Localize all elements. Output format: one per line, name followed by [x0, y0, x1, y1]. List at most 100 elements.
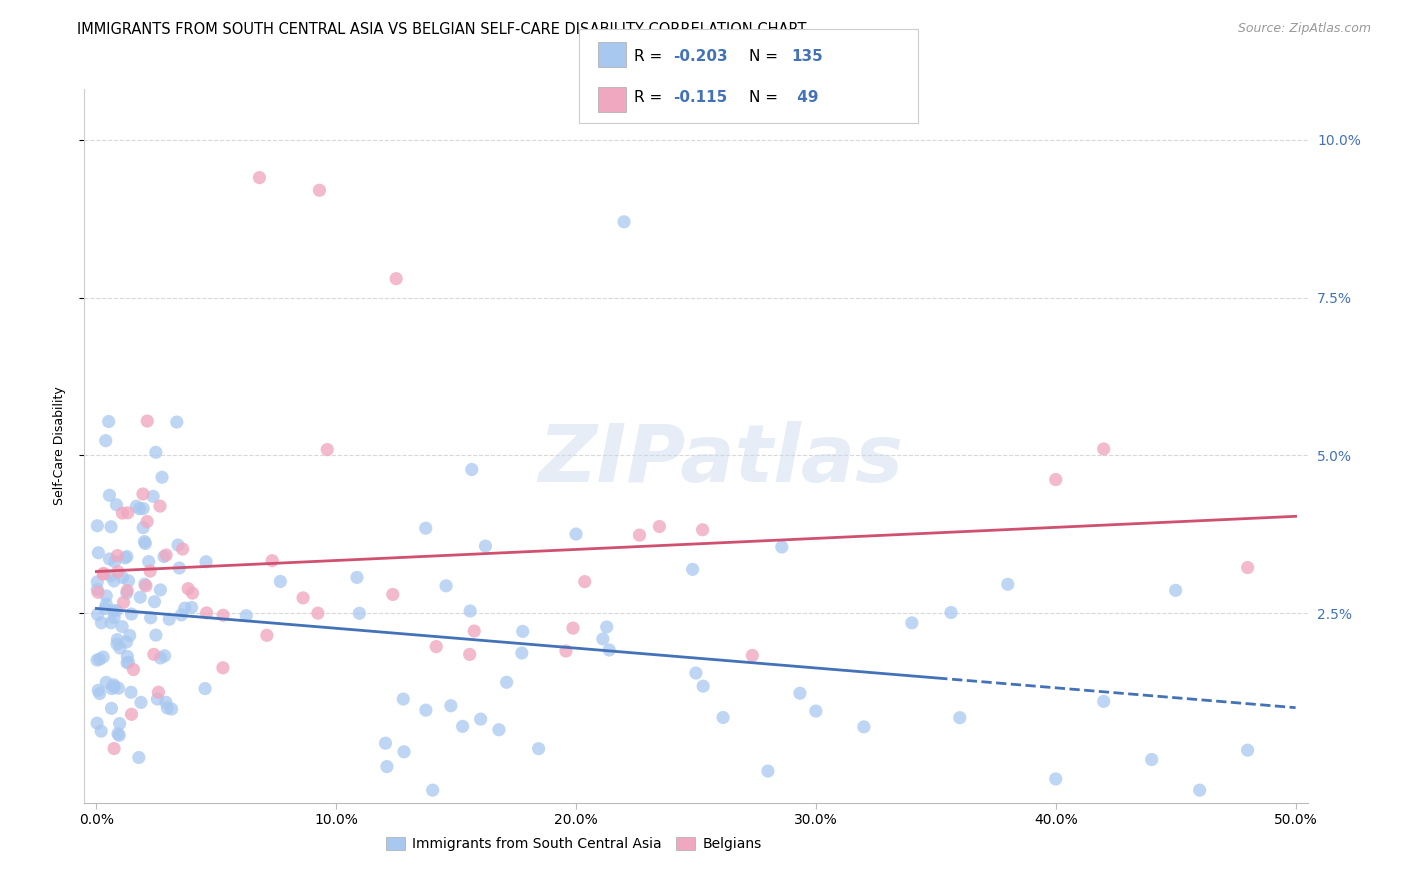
Point [98, 488, 121, 502]
Point [132, 520, 155, 534]
Point [120, 685, 142, 699]
Point [166, 415, 188, 429]
Point [105, 498, 128, 512]
Point [415, 703, 437, 717]
Point [470, 712, 492, 726]
Point [91, 650, 114, 665]
Point [458, 648, 481, 662]
Point [94, 434, 117, 448]
Point [1045, 473, 1067, 487]
Point [422, 783, 444, 797]
Point [105, 604, 128, 618]
Point [103, 680, 125, 694]
Point [90, 724, 112, 739]
Point [114, 550, 136, 565]
Point [385, 271, 408, 285]
Point [105, 632, 128, 647]
Point [115, 583, 138, 598]
Point [565, 527, 588, 541]
Point [212, 608, 235, 623]
Point [628, 528, 651, 542]
Point [375, 759, 398, 773]
Point [111, 506, 134, 520]
Point [117, 506, 139, 520]
Point [292, 591, 315, 605]
Point [93, 566, 115, 581]
Point [104, 555, 127, 569]
Point [86, 607, 108, 622]
Point [103, 678, 125, 692]
Point [574, 574, 596, 589]
Point [117, 649, 139, 664]
Point [149, 499, 172, 513]
Point [939, 606, 962, 620]
Point [598, 643, 620, 657]
Point [89, 687, 111, 701]
Point [392, 692, 415, 706]
Point [115, 635, 138, 649]
Point [307, 606, 329, 620]
Point [1236, 560, 1258, 574]
Point [108, 728, 131, 742]
Point [115, 656, 138, 670]
Point [134, 577, 156, 591]
Point [613, 215, 636, 229]
Point [125, 500, 148, 514]
Point [692, 679, 714, 693]
Point [132, 501, 155, 516]
Point [592, 632, 614, 646]
Point [89, 652, 111, 666]
Point [381, 587, 404, 601]
Point [415, 521, 437, 535]
Point [181, 586, 204, 600]
Point [149, 582, 172, 597]
Point [852, 720, 875, 734]
Point [1236, 743, 1258, 757]
Point [105, 549, 128, 563]
Point [194, 681, 217, 696]
Point [96, 597, 118, 611]
Point [121, 707, 143, 722]
Text: 135: 135 [792, 49, 824, 63]
Point [96, 675, 118, 690]
Point [112, 595, 135, 609]
Point [169, 561, 191, 575]
Point [103, 610, 125, 624]
Point [128, 501, 150, 516]
Point [756, 764, 779, 778]
Point [425, 640, 447, 654]
Point [105, 637, 128, 651]
Point [160, 702, 183, 716]
Point [128, 750, 150, 764]
Point [212, 661, 235, 675]
Point [117, 574, 139, 588]
Point [262, 554, 284, 568]
Point [145, 628, 167, 642]
Text: IMMIGRANTS FROM SOUTH CENTRAL ASIA VS BELGIAN SELF-CARE DISABILITY CORRELATION C: IMMIGRANTS FROM SOUTH CENTRAL ASIA VS BE… [77, 22, 807, 37]
Point [495, 675, 517, 690]
Point [139, 611, 162, 625]
Point [173, 601, 195, 615]
Point [789, 686, 811, 700]
Point [177, 582, 200, 596]
Point [111, 570, 134, 584]
Text: ZIPatlas: ZIPatlas [538, 421, 903, 500]
Point [86, 653, 108, 667]
Point [434, 579, 457, 593]
Point [150, 470, 173, 484]
Point [136, 414, 159, 428]
Point [153, 648, 176, 663]
Point [316, 442, 339, 457]
Point [97, 415, 120, 429]
Point [346, 570, 368, 584]
Point [474, 539, 496, 553]
Point [101, 681, 124, 696]
Point [135, 579, 157, 593]
Point [1045, 772, 1067, 786]
Point [555, 644, 578, 658]
Point [1188, 783, 1211, 797]
Point [195, 606, 218, 620]
Point [134, 536, 156, 550]
Point [98, 552, 121, 566]
Point [711, 710, 734, 724]
